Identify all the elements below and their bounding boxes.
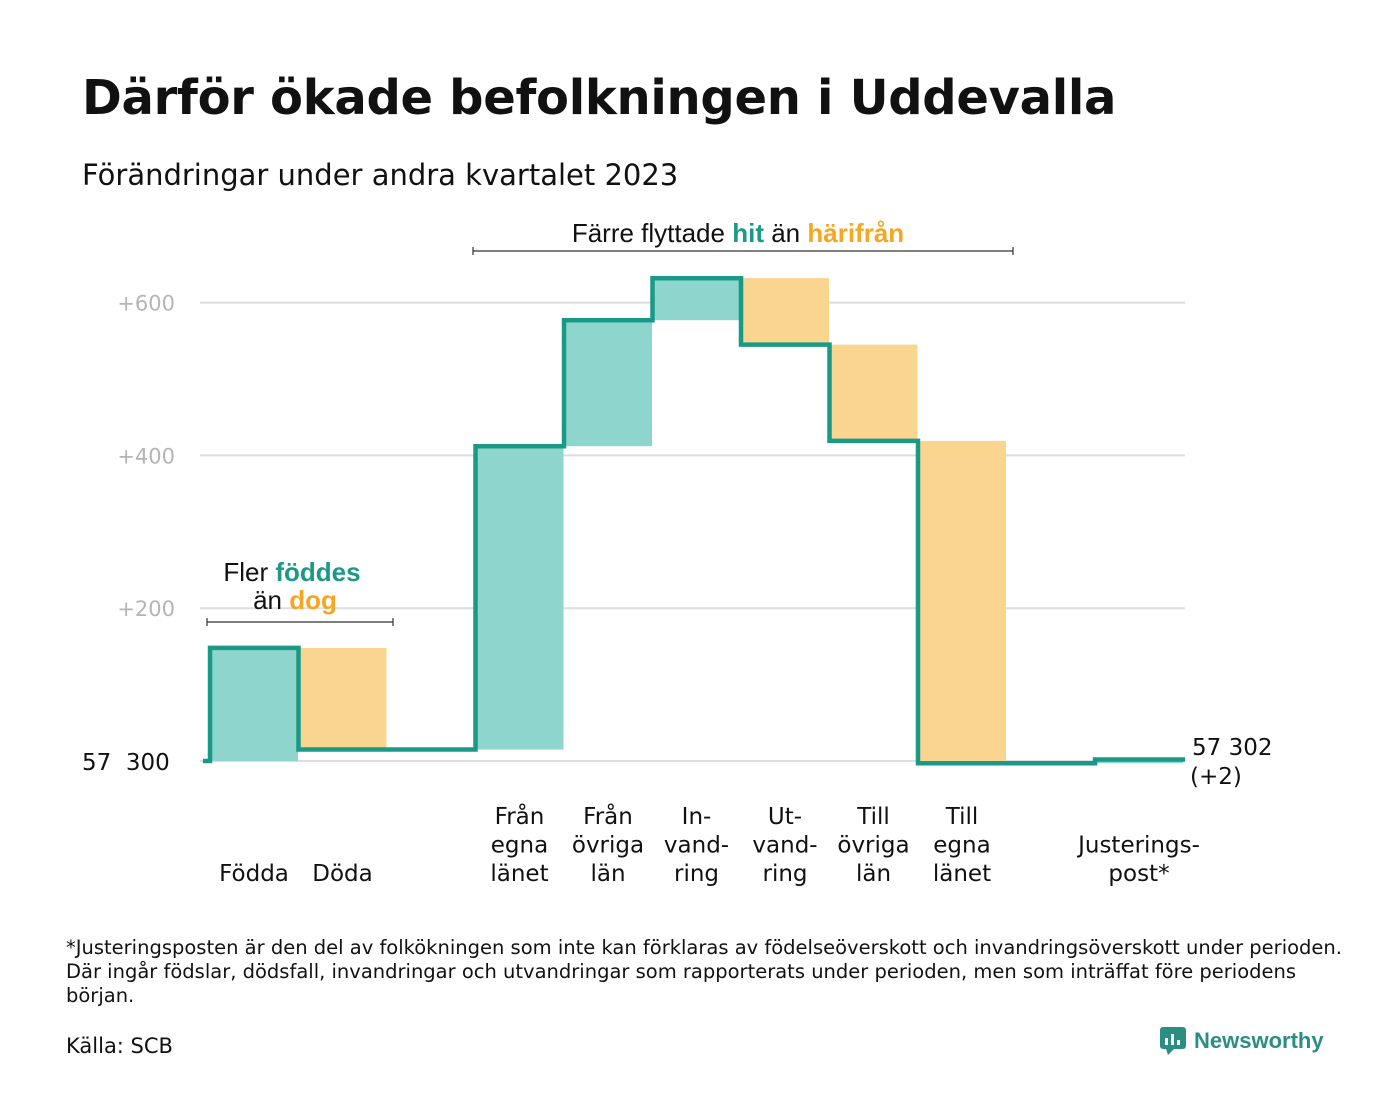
end-change-label: (+2)	[1190, 764, 1242, 790]
bar-3	[475, 446, 564, 750]
x-tick-label: länet	[490, 861, 548, 887]
step-line	[203, 275, 1185, 766]
x-tick-label: Från	[583, 802, 633, 830]
base-value-label: 57 300	[82, 750, 170, 776]
x-tick-label: län	[590, 861, 625, 887]
x-tick-label: Till	[856, 804, 890, 830]
x-tick-label: ring	[762, 861, 807, 887]
bar-7	[829, 344, 918, 441]
bar-1	[298, 647, 387, 750]
x-tick-label: Döda	[312, 861, 372, 887]
source-label: Källa: SCB	[66, 1034, 173, 1058]
end-value-label: 57 302	[1192, 735, 1272, 761]
svg-text:Färre flyttade hit än härifrån: Färre flyttade hit än härifrån	[572, 218, 904, 248]
bar-6	[741, 278, 829, 345]
migration-annotation-hit: hit	[732, 218, 764, 248]
waterfall-chart: +200+400+600 Födda DödaFrånegnalänetFrånö…	[82, 218, 1272, 887]
chart-title: Därför ökade befolkningen i Uddevalla	[82, 70, 1117, 126]
x-tick-label: Till	[945, 804, 979, 830]
footnote: *Justeringsposten är den del av folkökni…	[66, 936, 1342, 1007]
x-tick-label: egna	[933, 833, 990, 859]
x-tick-label: vand-	[752, 833, 817, 859]
migration-annotation-mid: än	[764, 218, 807, 248]
x-tick-label: vand-	[664, 833, 729, 859]
x-tick-label: Från	[495, 802, 545, 830]
x-tick-label: In-	[682, 804, 712, 830]
y-tick-label: +400	[117, 444, 175, 468]
y-tick-label: +200	[117, 597, 175, 621]
bar-0	[210, 647, 298, 761]
x-tick-label: Födda	[219, 861, 289, 887]
bar-5	[652, 278, 741, 321]
x-tick-label: län	[856, 861, 891, 887]
x-tick-label: post*	[1108, 861, 1169, 887]
x-tick-label: övriga	[572, 833, 644, 859]
migration-annotation-pre: Färre flyttade	[572, 218, 732, 248]
svg-text:Fler föddes: Fler föddes	[223, 557, 360, 587]
bar-8	[918, 440, 1006, 764]
cumulative-step-line	[203, 275, 1185, 766]
births-annotation-pre: Fler	[223, 557, 275, 587]
x-tick-labels: Födda DödaFrånegnalänetFrånövrigalänIn-va…	[219, 802, 1200, 887]
x-tick-label: egna	[491, 833, 548, 859]
migration-annotation: Färre flyttade hit än härifrån	[472, 218, 1014, 255]
x-tick-label: Justerings-	[1076, 833, 1200, 859]
x-tick-label: övriga	[837, 833, 909, 859]
x-tick-label: Ut-	[768, 804, 802, 830]
chart-subtitle: Förändringar under andra kvartalet 2023	[82, 158, 679, 192]
y-tick-labels: +200 +400 +600	[117, 292, 175, 622]
births-annotation: Fler föddes än dog	[206, 557, 394, 626]
svg-text:än dog: än dog	[253, 585, 337, 615]
x-tick-label: länet	[933, 861, 991, 887]
bar-4	[564, 320, 652, 447]
births-annotation-pre2: än	[253, 585, 289, 615]
bars	[210, 278, 1183, 764]
brand-name: Newsworthy	[1194, 1028, 1324, 1053]
brand-logo: Newsworthy	[1160, 1027, 1324, 1055]
migration-annotation-harifran: härifrån	[807, 218, 904, 248]
births-annotation-highlight2: dog	[289, 585, 337, 615]
x-tick-label: ring	[674, 861, 719, 887]
y-tick-label: +600	[117, 292, 175, 316]
newsworthy-logo-icon	[1160, 1027, 1186, 1055]
births-annotation-highlight: föddes	[275, 557, 360, 587]
